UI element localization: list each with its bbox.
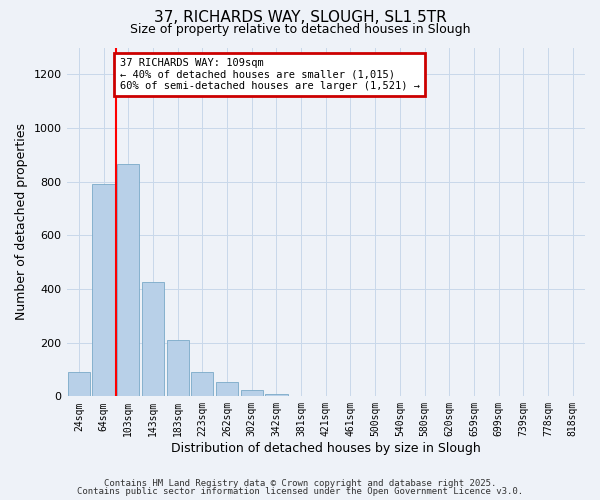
Bar <box>92 184 115 396</box>
Y-axis label: Number of detached properties: Number of detached properties <box>15 124 28 320</box>
Text: Size of property relative to detached houses in Slough: Size of property relative to detached ho… <box>130 22 470 36</box>
Bar <box>142 282 164 397</box>
Text: Contains HM Land Registry data © Crown copyright and database right 2025.: Contains HM Land Registry data © Crown c… <box>104 478 496 488</box>
Text: Contains public sector information licensed under the Open Government Licence v3: Contains public sector information licen… <box>77 487 523 496</box>
X-axis label: Distribution of detached houses by size in Slough: Distribution of detached houses by size … <box>171 442 481 455</box>
Bar <box>167 340 189 396</box>
Text: 37, RICHARDS WAY, SLOUGH, SL1 5TR: 37, RICHARDS WAY, SLOUGH, SL1 5TR <box>154 10 446 25</box>
Bar <box>191 372 214 396</box>
Text: 37 RICHARDS WAY: 109sqm
← 40% of detached houses are smaller (1,015)
60% of semi: 37 RICHARDS WAY: 109sqm ← 40% of detache… <box>119 58 419 91</box>
Bar <box>216 382 238 396</box>
Bar <box>117 164 139 396</box>
Bar <box>68 372 90 396</box>
Bar <box>241 390 263 396</box>
Bar <box>265 394 287 396</box>
